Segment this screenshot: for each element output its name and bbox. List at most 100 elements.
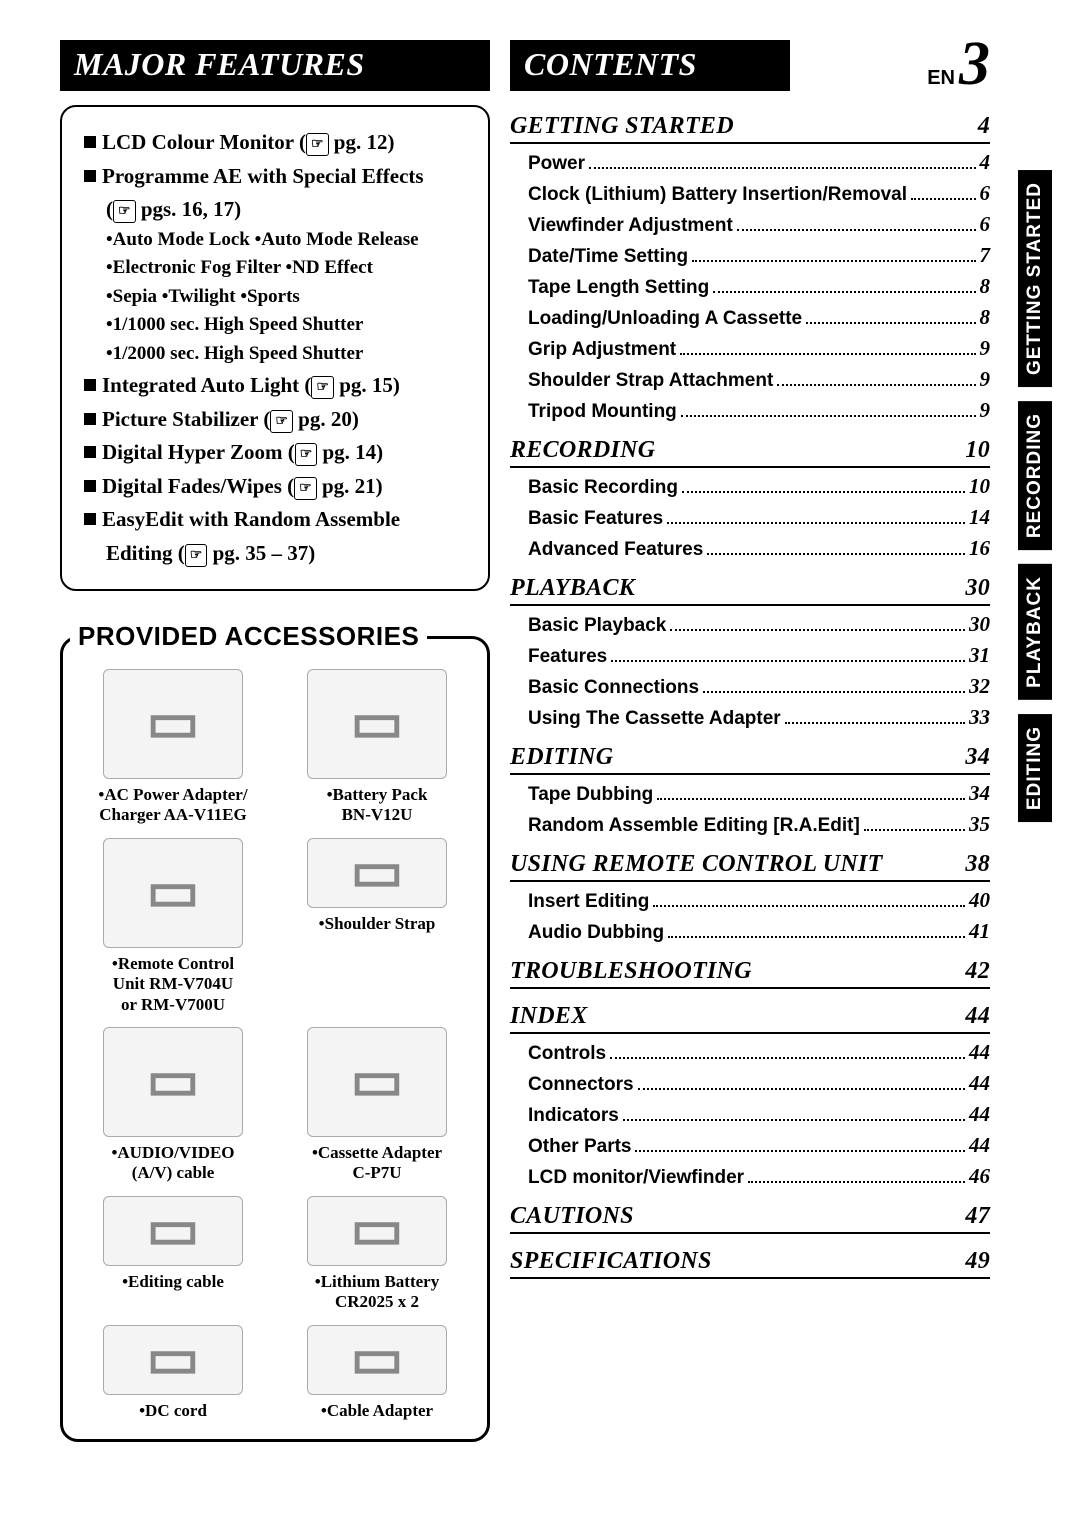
toc-item-page: 33 xyxy=(969,705,990,730)
accessory-item: ▭•AC Power Adapter/Charger AA-V11EG xyxy=(77,669,269,826)
provided-accessories-header: PROVIDED ACCESSORIES xyxy=(70,617,427,656)
accessory-illustration: ▭ xyxy=(307,1196,447,1266)
toc-section-page: 44 xyxy=(965,1003,990,1030)
feature-item: Editing (☞ pg. 35 – 37) xyxy=(84,538,468,570)
toc-section-page: 4 xyxy=(978,113,990,140)
toc-item-page: 31 xyxy=(969,643,990,668)
accessory-label: C-P7U xyxy=(281,1163,473,1183)
toc-item-title: Viewfinder Adjustment xyxy=(528,215,733,237)
toc-dots xyxy=(911,183,975,200)
toc-item: Basic Connections 32 xyxy=(510,674,990,699)
toc-section-title: USING REMOTE CONTROL UNIT xyxy=(510,851,883,878)
toc-item-title: Grip Adjustment xyxy=(528,339,676,361)
accessory-illustration: ▭ xyxy=(103,1325,243,1395)
feature-item: LCD Colour Monitor (☞ pg. 12) xyxy=(84,127,468,159)
feature-pageref: (☞ pgs. 16, 17) xyxy=(84,194,468,226)
toc-dots xyxy=(589,152,975,169)
toc-item-title: Controls xyxy=(528,1043,606,1065)
accessory-item: ▭•Remote ControlUnit RM-V704Uor RM-V700U xyxy=(77,838,269,1015)
toc-item-page: 7 xyxy=(980,243,991,268)
accessory-item: ▭•AUDIO/VIDEO(A/V) cable xyxy=(77,1027,269,1184)
accessory-illustration: ▭ xyxy=(307,1325,447,1395)
feature-item: Programme AE with Special Effects xyxy=(84,161,468,193)
toc-item-page: 40 xyxy=(969,888,990,913)
toc-item: Controls44 xyxy=(510,1040,990,1065)
accessory-label: •DC cord xyxy=(77,1401,269,1421)
toc-dots xyxy=(653,890,965,907)
toc-section: EDITING34 xyxy=(510,744,990,775)
contents-header: CONTENTS xyxy=(510,40,790,91)
toc-dots xyxy=(864,814,965,831)
toc-item: Loading/Unloading A Cassette8 xyxy=(510,305,990,330)
toc-dots xyxy=(611,645,965,662)
toc-item-title: Basic Connections xyxy=(528,677,699,699)
side-tabs: GETTING STARTEDRECORDINGPLAYBACKEDITING xyxy=(1018,170,1052,822)
feature-item: Integrated Auto Light (☞ pg. 15) xyxy=(84,370,468,402)
toc-item-page: 32 xyxy=(969,674,990,699)
toc-item-page: 6 xyxy=(980,212,991,237)
toc-item-title: Basic Playback xyxy=(528,615,666,637)
toc-item: Shoulder Strap Attachment9 xyxy=(510,367,990,392)
toc-item-title: Features xyxy=(528,646,607,668)
toc-dots xyxy=(806,307,975,324)
toc-item-title: Date/Time Setting xyxy=(528,246,688,268)
accessory-label: •Cassette Adapter xyxy=(281,1143,473,1163)
toc-item-title: Shoulder Strap Attachment xyxy=(528,370,773,392)
feature-sub: •Sepia •Twilight •Sports xyxy=(84,283,468,312)
toc-item: Audio Dubbing41 xyxy=(510,919,990,944)
accessory-item: ▭•Editing cable xyxy=(77,1196,269,1313)
toc-section-title: GETTING STARTED xyxy=(510,113,734,140)
toc-section-page: 38 xyxy=(965,851,990,878)
toc-item-title: Indicators xyxy=(528,1105,619,1127)
toc-item: Clock (Lithium) Battery Insertion/Remova… xyxy=(510,181,990,206)
toc-item-page: 8 xyxy=(980,274,991,299)
accessories-box: ▭•AC Power Adapter/Charger AA-V11EG▭•Bat… xyxy=(60,636,490,1442)
accessory-illustration: ▭ xyxy=(307,669,447,779)
toc-item-page: 8 xyxy=(980,305,991,330)
toc-section: RECORDING10 xyxy=(510,437,990,468)
toc-item: Insert Editing40 xyxy=(510,888,990,913)
toc-item: Other Parts44 xyxy=(510,1133,990,1158)
accessory-illustration: ▭ xyxy=(307,838,447,908)
accessory-label: Unit RM-V704U xyxy=(77,974,269,994)
toc-item-title: Power xyxy=(528,153,585,175)
toc-section-title: SPECIFICATIONS xyxy=(510,1248,712,1275)
accessory-illustration: ▭ xyxy=(103,669,243,779)
toc-section-page: 34 xyxy=(965,744,990,771)
accessory-item: ▭•Lithium BatteryCR2025 x 2 xyxy=(281,1196,473,1313)
side-tab: EDITING xyxy=(1018,714,1052,822)
toc-item-title: Advanced Features xyxy=(528,539,703,561)
toc-dots xyxy=(681,400,976,417)
toc-item-title: Random Assemble Editing [R.A.Edit] xyxy=(528,815,860,837)
accessory-label: •Battery Pack xyxy=(281,785,473,805)
side-tab: RECORDING xyxy=(1018,401,1052,550)
feature-sub: •1/1000 sec. High Speed Shutter xyxy=(84,311,468,340)
toc-section: GETTING STARTED 4 xyxy=(510,113,990,144)
toc-section: USING REMOTE CONTROL UNIT 38 xyxy=(510,851,990,882)
toc-dots xyxy=(680,338,975,355)
toc-item-page: 44 xyxy=(969,1102,990,1127)
toc-item-title: Tape Dubbing xyxy=(528,784,653,806)
toc-section-title: PLAYBACK xyxy=(510,575,635,602)
accessory-item: ▭•Cassette AdapterC-P7U xyxy=(281,1027,473,1184)
toc-item: Tape Dubbing34 xyxy=(510,781,990,806)
toc-item: Date/Time Setting 7 xyxy=(510,243,990,268)
toc-item-page: 9 xyxy=(980,398,991,423)
toc-section-title: CAUTIONS xyxy=(510,1203,634,1230)
accessory-label: •Shoulder Strap xyxy=(281,914,473,934)
toc-dots xyxy=(670,614,965,631)
toc-item: Basic Features14 xyxy=(510,505,990,530)
toc-dots xyxy=(748,1166,965,1183)
accessory-label: or RM-V700U xyxy=(77,995,269,1015)
toc-dots xyxy=(667,507,965,524)
toc-section-page: 47 xyxy=(965,1203,990,1230)
accessory-label: •Remote Control xyxy=(77,954,269,974)
toc-section-page: 10 xyxy=(965,437,990,464)
right-column: CONTENTS EN 3 GETTING STARTED4Power4Cloc… xyxy=(510,40,990,1442)
accessory-label: •Lithium Battery xyxy=(281,1272,473,1292)
toc-dots xyxy=(707,538,965,555)
accessory-label: •AC Power Adapter/ xyxy=(77,785,269,805)
toc-item-page: 30 xyxy=(969,612,990,637)
accessory-label: •AUDIO/VIDEO xyxy=(77,1143,269,1163)
toc-item: Random Assemble Editing [R.A.Edit]35 xyxy=(510,812,990,837)
